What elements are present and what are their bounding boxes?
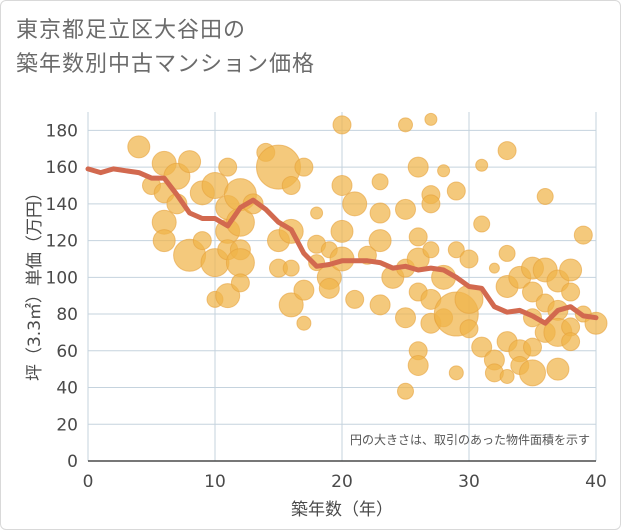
bubble (152, 229, 176, 253)
trend-line (85, 166, 599, 326)
bubble (318, 277, 340, 299)
bubble (369, 294, 391, 316)
chart-title: 東京都足立区大谷田の 築年数別中古マンション価格 (16, 14, 315, 82)
x-tick-label: 0 (83, 472, 94, 492)
y-tick-label: 40 (56, 379, 78, 399)
bubble (424, 112, 438, 126)
bubble (498, 244, 516, 262)
bubble (573, 225, 593, 245)
bubble (471, 336, 493, 358)
bubble (192, 231, 212, 251)
bubble (407, 354, 429, 376)
bubble (459, 319, 479, 339)
y-tick-label: 100 (46, 268, 78, 288)
bubble (127, 135, 151, 159)
bubble (407, 156, 429, 178)
bubble (368, 229, 392, 253)
x-tick-label: 10 (204, 472, 226, 492)
y-tick-label: 60 (56, 342, 78, 362)
bubble (522, 281, 543, 303)
y-tick-label: 80 (56, 305, 78, 325)
y-tick-label: 180 (46, 121, 78, 141)
y-tick-label: 0 (67, 452, 78, 472)
bubble (488, 262, 500, 274)
x-tick-label: 40 (585, 472, 607, 492)
bubble (230, 273, 250, 293)
x-tick-label: 20 (331, 472, 353, 492)
bubble (561, 332, 581, 352)
bubble (178, 150, 202, 174)
bubble (447, 241, 465, 259)
bubble (331, 174, 353, 196)
bubble (218, 157, 238, 177)
bubble (282, 259, 300, 277)
bubble (294, 157, 314, 177)
bubble (546, 357, 570, 381)
bubble (371, 173, 389, 191)
bubble (499, 369, 515, 385)
bubble (459, 249, 479, 269)
bubble (330, 219, 354, 243)
bubble (215, 283, 241, 309)
bubble (559, 258, 583, 282)
y-axis-title: 坪（3.3㎡）単価（万円） (25, 184, 45, 381)
bubble (475, 158, 489, 172)
bubble (398, 117, 413, 133)
bubble (225, 248, 255, 278)
y-tick-label: 160 (46, 158, 78, 178)
bubble (437, 164, 451, 178)
bubble (422, 241, 440, 259)
bubble (561, 282, 581, 302)
bubble (296, 315, 312, 331)
bubble (281, 175, 301, 195)
bubble (536, 187, 554, 205)
bubble (369, 202, 391, 224)
chart-title-line2: 築年数別中古マンション価格 (16, 52, 316, 77)
bubble (421, 194, 441, 214)
bubble (448, 365, 464, 381)
y-tick-label: 120 (46, 232, 78, 252)
bubble (345, 289, 365, 309)
bubble (523, 337, 542, 357)
bubble (397, 382, 414, 400)
bubble (395, 198, 416, 220)
bubble (332, 115, 352, 135)
bubble (446, 181, 466, 201)
bubble (278, 292, 304, 318)
bubble (519, 359, 546, 387)
chart-title-line1: 東京都足立区大谷田の (16, 18, 247, 43)
size-note: 円の大きさは、取引のあった物件面積を示す (350, 432, 590, 447)
y-tick-label: 140 (46, 195, 78, 215)
y-tick-label: 20 (56, 415, 78, 435)
bubble (395, 307, 416, 329)
bubble-series (127, 112, 608, 400)
bubble (473, 215, 491, 233)
bubble (310, 206, 324, 220)
bubble (293, 279, 315, 301)
tick-labels: 0 10 20 30 40 0 20 40 60 80 100 120 140 160 180 (46, 121, 607, 492)
bubble (497, 141, 517, 161)
bubble (408, 227, 428, 247)
bubble (342, 191, 368, 217)
x-axis-title: 築年数（年） (291, 500, 393, 520)
x-tick-label: 30 (458, 472, 480, 492)
